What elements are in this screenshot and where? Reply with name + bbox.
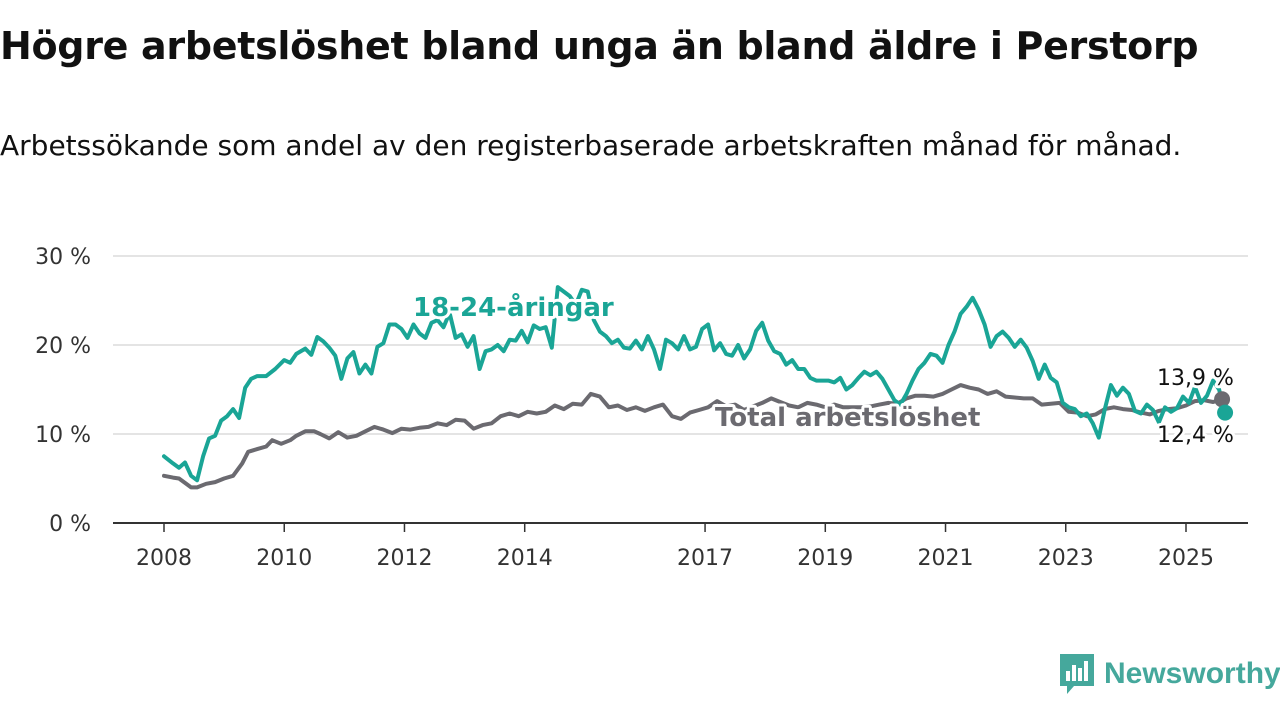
y-axis-ticks: 0 % 10 % 20 % 30 % xyxy=(35,245,91,537)
x-tick-label: 2008 xyxy=(136,546,192,571)
y-tick-label: 20 % xyxy=(35,334,91,359)
chart-subtitle: Arbetssökande som andel av den registerb… xyxy=(0,129,1182,162)
series-line-youth xyxy=(162,285,1228,483)
youth-end-point xyxy=(1217,404,1234,421)
chart-title: Högre arbetslöshet bland unga än bland ä… xyxy=(0,24,1199,68)
total-end-label: 13,9 % xyxy=(1157,366,1234,391)
series-lines xyxy=(162,285,1234,490)
series-labels: 13,9 % 12,4 % 18-24-åringar Total arbetslös… xyxy=(410,288,1237,451)
x-tick-label: 2019 xyxy=(797,546,853,571)
youth-end-label: 12,4 % xyxy=(1157,423,1234,448)
x-tick-label: 2012 xyxy=(376,546,432,571)
x-tick-label: 2023 xyxy=(1038,546,1094,571)
bar-chart-icon xyxy=(1060,654,1094,694)
x-tick-label: 2010 xyxy=(256,546,312,571)
x-tick-label: 2021 xyxy=(918,546,974,571)
x-tick-label: 2017 xyxy=(677,546,733,571)
brand-logo: Newsworthy xyxy=(1060,654,1280,694)
youth-series-label: 18-24-åringar xyxy=(413,291,614,323)
series-line-total xyxy=(162,383,1225,490)
y-tick-label: 30 % xyxy=(35,245,91,270)
y-tick-label: 10 % xyxy=(35,423,91,448)
total-series-label: Total arbetslöshet xyxy=(715,403,980,433)
y-tick-label: 0 % xyxy=(49,512,91,537)
x-tick-label: 2025 xyxy=(1158,546,1214,571)
brand-name: Newsworthy xyxy=(1104,657,1280,690)
x-tick-label: 2014 xyxy=(497,546,553,571)
total-end-point xyxy=(1214,391,1231,408)
x-axis: 2008 2010 2012 2014 2017 2019 2021 2023 2025 xyxy=(113,522,1248,571)
